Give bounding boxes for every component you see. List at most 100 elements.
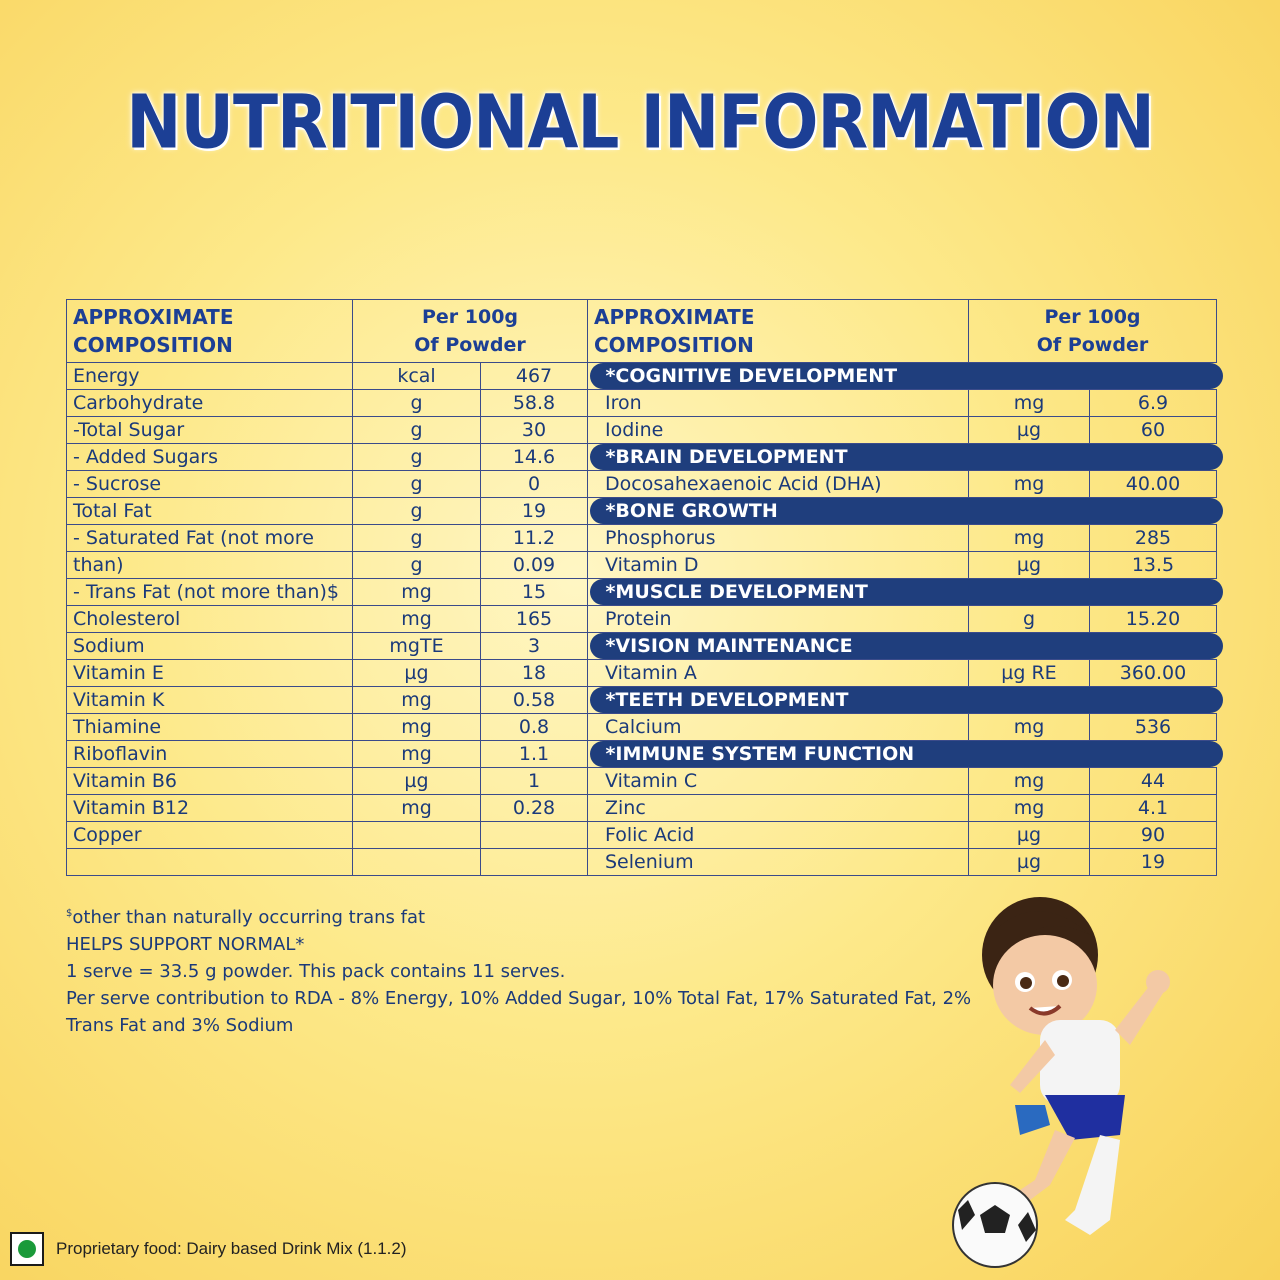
right-nutrition-table: APPROXIMATE COMPOSITION Per 100g Of Powd…: [587, 299, 1223, 876]
nutrient-unit: g: [352, 497, 481, 525]
table-row: Thiamine mg 0.8: [66, 713, 588, 741]
nutrient-unit: mg: [352, 794, 481, 822]
category-row: *MUSCLE DEVELOPMENT: [587, 578, 1223, 606]
nutrient-unit: µg: [968, 416, 1090, 444]
veg-mark-icon: [10, 1232, 44, 1266]
nutrient-unit: µg: [352, 659, 481, 687]
nutrient-unit: g: [352, 551, 481, 579]
composition-header: APPROXIMATE COMPOSITION: [66, 299, 353, 363]
nutrient-unit: mg: [352, 740, 481, 768]
table-row: -Total Sugar g 30: [66, 416, 588, 444]
table-row: Folic Acid µg 90: [587, 821, 1217, 849]
footer-text: Proprietary food: Dairy based Drink Mix …: [56, 1239, 407, 1258]
nutrient-unit: mg: [352, 605, 481, 633]
category-label: *COGNITIVE DEVELOPMENT: [589, 363, 1223, 389]
table-row: - Added Sugars g 14.6: [66, 443, 588, 471]
nutrient-name: Phosphorus: [587, 524, 969, 552]
table-row: Docosahexaenoic Acid (DHA) mg 40.00: [587, 470, 1217, 498]
nutrient-value: 40.00: [1089, 470, 1217, 498]
category-row: *BONE GROWTH: [587, 497, 1223, 525]
table-row: Phosphorus mg 285: [587, 524, 1217, 552]
table-row: Zinc mg 4.1: [587, 794, 1217, 822]
table-row: Riboflavin mg 1.1: [66, 740, 588, 768]
nutrient-name: Riboflavin: [66, 740, 353, 768]
nutrient-value: [480, 848, 588, 876]
composition-header: APPROXIMATE COMPOSITION: [587, 299, 969, 363]
header-line: Per 100g: [1044, 306, 1141, 328]
nutrient-name: Vitamin E: [66, 659, 353, 687]
nutrient-unit: mg: [352, 686, 481, 714]
nutrient-unit: g: [352, 389, 481, 417]
nutrient-unit: mg: [968, 524, 1090, 552]
table-row: Iron mg 6.9: [587, 389, 1217, 417]
nutrient-value: 13.5: [1089, 551, 1217, 579]
header-line: APPROXIMATE: [594, 305, 755, 329]
support-note: HELPS SUPPORT NORMAL*: [66, 934, 305, 955]
table-row: [66, 848, 588, 876]
nutrient-unit: µg: [968, 848, 1090, 876]
category-cell: *TEETH DEVELOPMENT: [587, 686, 1223, 714]
nutrient-unit: µg: [968, 821, 1090, 849]
nutrient-unit: mg: [352, 578, 481, 606]
nutrient-unit: mg: [968, 767, 1090, 795]
nutrient-name: - Sucrose: [66, 470, 353, 498]
nutrient-unit: g: [352, 524, 481, 552]
nutrient-name: - Trans Fat (not more than)$: [66, 578, 353, 606]
footnote: $other than naturally occurring trans fa…: [66, 900, 971, 931]
table-row: Selenium µg 19: [587, 848, 1217, 876]
nutrient-unit: mg: [968, 794, 1090, 822]
nutrient-unit: µg: [352, 767, 481, 795]
nutrient-name: Vitamin C: [587, 767, 969, 795]
table-row: than) g 0.09: [66, 551, 588, 579]
category-cell: *VISION MAINTENANCE: [587, 632, 1223, 660]
nutrient-value: 3: [480, 632, 588, 660]
rda-note-cont: Trans Fat and 3% Sodium: [66, 1015, 294, 1036]
table-row: Vitamin B6 µg 1: [66, 767, 588, 795]
nutrient-value: 0.8: [480, 713, 588, 741]
nutrient-unit: µg: [968, 551, 1090, 579]
table-row: Sodium mgTE 3: [66, 632, 588, 660]
nutrient-value: [480, 821, 588, 849]
category-row: *TEETH DEVELOPMENT: [587, 686, 1223, 714]
page-title: NUTRITIONAL INFORMATION: [126, 79, 1155, 166]
nutrient-value: 60: [1089, 416, 1217, 444]
nutrient-unit: mg: [352, 713, 481, 741]
nutrient-name: than): [66, 551, 353, 579]
nutrient-name: [66, 848, 353, 876]
nutrient-value: 58.8: [480, 389, 588, 417]
nutrient-name: Vitamin B6: [66, 767, 353, 795]
header-line: Of Powder: [414, 334, 526, 356]
footnote-text: other than naturally occurring trans fat: [72, 907, 426, 928]
nutrient-value: 30: [480, 416, 588, 444]
table-row: Carbohydrate g 58.8: [66, 389, 588, 417]
nutrient-unit: mg: [968, 470, 1090, 498]
nutrient-value: 19: [1089, 848, 1217, 876]
nutrient-unit: g: [352, 443, 481, 471]
footer: Proprietary food: Dairy based Drink Mix …: [10, 1232, 407, 1266]
nutrient-name: Energy: [66, 362, 353, 390]
nutrient-value: 285: [1089, 524, 1217, 552]
nutrient-name: Iron: [587, 389, 969, 417]
table-row: Iodine µg 60: [587, 416, 1217, 444]
category-row: *BRAIN DEVELOPMENT: [587, 443, 1223, 471]
shirt: [1040, 1020, 1120, 1105]
nutrient-value: 0.09: [480, 551, 588, 579]
nutrient-value: 18: [480, 659, 588, 687]
nutrient-value: 90: [1089, 821, 1217, 849]
shorts: [1045, 1095, 1125, 1140]
nutrient-name: Calcium: [587, 713, 969, 741]
nutrient-value: 14.6: [480, 443, 588, 471]
nutrient-value: 44: [1089, 767, 1217, 795]
nutrient-name: Cholesterol: [66, 605, 353, 633]
header-line: Per 100g: [421, 306, 519, 328]
category-label: *BRAIN DEVELOPMENT: [589, 444, 1223, 470]
table-row: Protein g 15.20: [587, 605, 1217, 633]
footnote-mark: $: [66, 908, 73, 919]
table-row: - Sucrose g 0: [66, 470, 588, 498]
table-row: - Trans Fat (not more than)$ mg 15: [66, 578, 588, 606]
table-row: Calcium mg 536: [587, 713, 1217, 741]
nutrient-name: -Total Sugar: [66, 416, 353, 444]
nutrient-value: 1.1: [480, 740, 588, 768]
